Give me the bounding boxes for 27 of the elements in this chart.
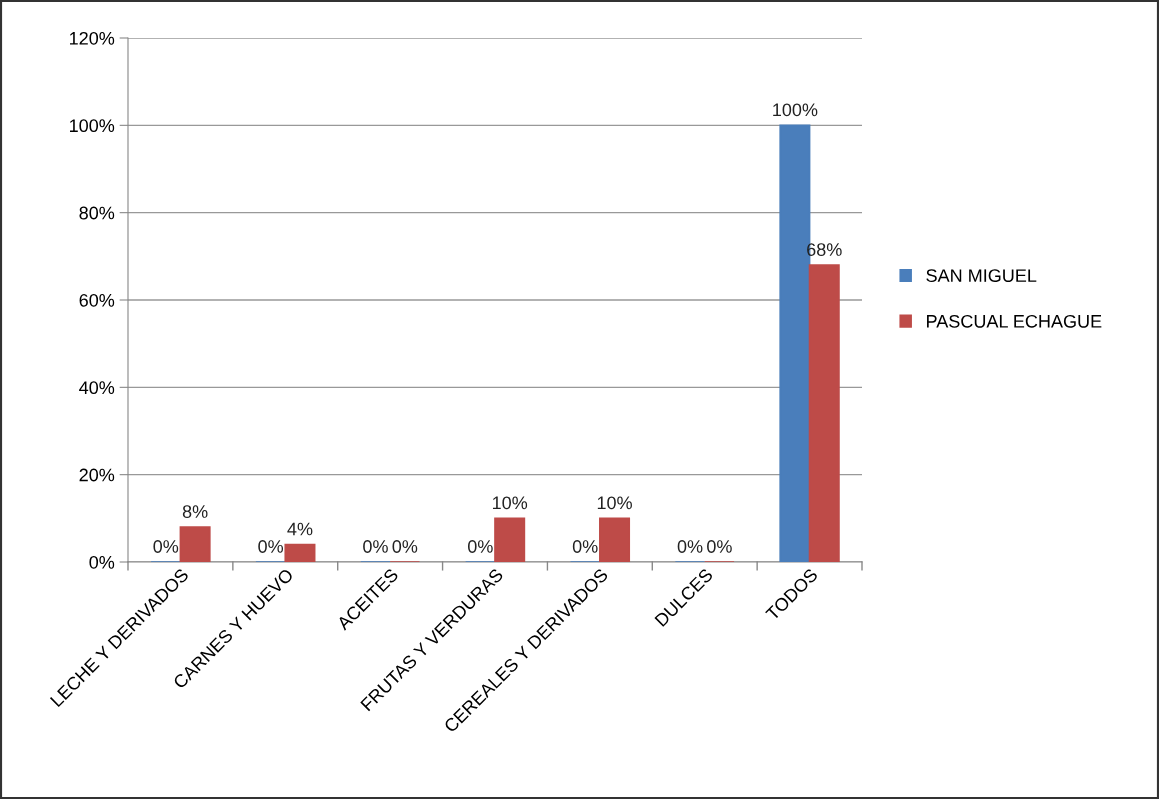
legend-label: PASCUAL ECHAGUE — [927, 314, 1102, 328]
data-label: 10% — [492, 496, 528, 510]
bar — [284, 543, 316, 562]
legend-label: SAN MIGUEL — [926, 269, 1037, 282]
data-label: 0% — [707, 540, 732, 553]
y-tick-label: 120% — [70, 31, 115, 45]
data-label: 0% — [363, 540, 388, 553]
data-label: 0% — [572, 540, 598, 553]
data-label: 0% — [677, 540, 703, 553]
bar — [808, 264, 840, 562]
bar — [599, 517, 631, 562]
data-label: 0% — [258, 540, 284, 553]
y-tick-label: 80% — [79, 206, 115, 220]
data-label: 0% — [153, 540, 179, 553]
y-tick-label: 60% — [79, 293, 115, 307]
bar — [494, 517, 526, 562]
data-label: 4% — [287, 522, 313, 536]
data-label: 0% — [392, 540, 418, 553]
y-tick-label: 20% — [79, 468, 115, 482]
data-label: 100% — [773, 103, 818, 117]
y-tick-label: 0% — [89, 555, 115, 569]
data-label: 0% — [467, 540, 493, 553]
data-label: 10% — [597, 496, 632, 510]
data-label: 8% — [182, 505, 208, 518]
y-tick-label: 100% — [70, 119, 115, 133]
y-tick-label: 40% — [79, 381, 115, 395]
bar — [179, 526, 211, 562]
